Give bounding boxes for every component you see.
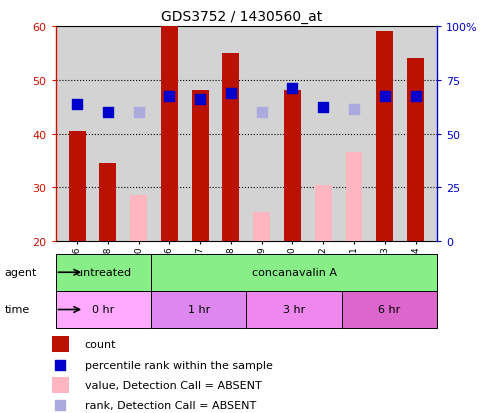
Point [289,85,297,92]
Text: agent: agent [5,268,37,278]
Bar [376,32,393,242]
Text: untreated: untreated [76,268,131,278]
Bar [52,377,69,393]
Text: concanavalin A: concanavalin A [252,268,337,278]
Point [319,104,327,111]
Bar [407,59,424,242]
Text: count: count [85,339,116,349]
Point [412,93,419,100]
Bar [56,254,151,291]
Bar [130,196,147,242]
Point [381,93,389,100]
Bar [161,27,178,242]
Text: percentile rank within the sample: percentile rank within the sample [85,360,272,370]
Text: 0 hr: 0 hr [92,305,114,315]
Bar [284,91,301,242]
Point [258,109,266,116]
Bar [69,131,85,242]
Bar [151,254,437,291]
Point [104,109,112,116]
Point [166,93,173,100]
Text: time: time [5,305,30,315]
Bar [246,291,342,328]
Bar [151,291,246,328]
Text: GDS3752 / 1430560_at: GDS3752 / 1430560_at [161,10,322,24]
Point [73,101,81,108]
Bar [99,164,116,242]
Bar [253,212,270,242]
Text: 6 hr: 6 hr [378,305,400,315]
Bar [345,153,363,242]
Point [227,90,235,97]
Point [135,109,142,116]
Text: 3 hr: 3 hr [283,305,305,315]
Text: rank, Detection Call = ABSENT: rank, Detection Call = ABSENT [85,400,256,410]
Bar [342,291,437,328]
Bar [192,91,209,242]
Bar [315,185,332,242]
Bar [52,337,69,353]
Point [196,96,204,102]
Bar [56,291,151,328]
Bar [223,54,240,242]
Text: value, Detection Call = ABSENT: value, Detection Call = ABSENT [85,380,261,390]
Text: 1 hr: 1 hr [187,305,210,315]
Point [350,107,358,113]
